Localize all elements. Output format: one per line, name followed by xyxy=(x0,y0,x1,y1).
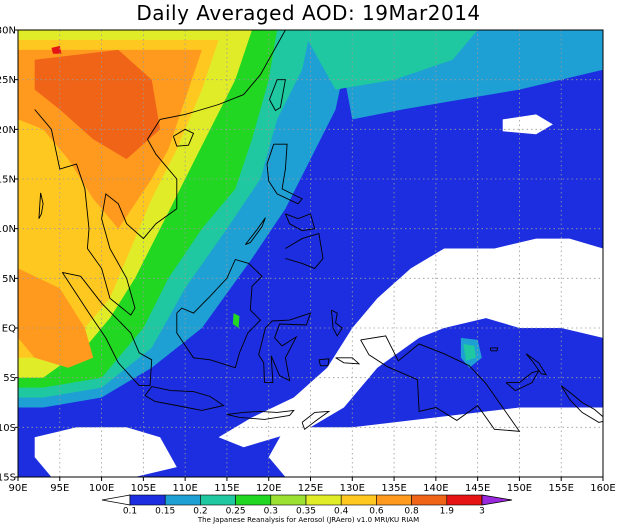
region-no-data-sw xyxy=(34,427,177,477)
coast-mainland xyxy=(34,30,286,316)
latitude-ticks: 30N 25N 20N 15N 10N 5N EQ 5S 10S 15S xyxy=(0,26,18,484)
map-title: Daily Averaged AOD: 19Mar2014 xyxy=(136,1,481,25)
colorbar-swatch xyxy=(270,494,307,506)
colorbar: 0.1 0.15 0.2 0.25 0.3 0.35 0.4 0.6 0.8 1.9 3 xyxy=(101,494,513,517)
lon-tick-label: 95E xyxy=(50,483,69,494)
colorbar-label: 0.8 xyxy=(404,507,419,517)
lat-tick-label: EQ xyxy=(2,324,16,335)
coast-mindanao xyxy=(285,233,324,269)
colorbar-label: 0.3 xyxy=(264,507,278,517)
colorbar-swatch xyxy=(235,494,272,506)
lon-tick-label: 145E xyxy=(465,483,490,494)
coast-taiwan xyxy=(269,79,286,112)
coast-andaman xyxy=(38,192,44,219)
lat-tick-label: 15N xyxy=(0,175,16,186)
coastlines xyxy=(34,30,603,432)
lon-tick-label: 135E xyxy=(381,483,406,494)
coast-manus xyxy=(489,347,499,352)
coast-sumatra xyxy=(61,271,153,387)
aod-field xyxy=(18,30,603,477)
region-orange-sumatra xyxy=(18,268,94,368)
coast-luzon xyxy=(266,143,303,205)
lon-tick-label: 110E xyxy=(172,483,197,494)
colorbar-swatch xyxy=(376,494,412,506)
coast-buru xyxy=(318,358,330,367)
lon-tick-label: 155E xyxy=(549,483,574,494)
region-no-data-east xyxy=(218,238,603,448)
lat-tick-label: 20N xyxy=(0,125,16,136)
lon-tick-label: 150E xyxy=(507,483,532,494)
coast-hainan xyxy=(172,128,195,147)
coast-new-ireland xyxy=(525,353,548,376)
colorbar-label: 0.4 xyxy=(334,507,349,517)
lat-tick-label: 5N xyxy=(2,274,16,285)
lon-tick-label: 160E xyxy=(590,483,615,494)
colorbar-swatch xyxy=(305,494,342,506)
coast-borneo xyxy=(176,258,263,369)
lon-tick-label: 115E xyxy=(214,483,239,494)
colorbar-swatch xyxy=(164,494,201,506)
lon-tick-label: 105E xyxy=(131,483,156,494)
coast-new-guinea xyxy=(360,335,521,432)
colorbar-label: 0.1 xyxy=(123,507,137,517)
region-green-east-patch xyxy=(463,343,476,361)
region-red-spot xyxy=(51,45,62,54)
lat-tick-label: 10N xyxy=(0,224,16,235)
region-teal-ne xyxy=(302,30,478,90)
coast-timor xyxy=(301,410,331,431)
region-darkorange xyxy=(34,49,161,160)
colorbar-label: 0.35 xyxy=(296,507,316,517)
lon-tick-label: 130E xyxy=(340,483,365,494)
lat-tick-label: 5S xyxy=(3,373,16,384)
colorbar-label: 1.9 xyxy=(440,507,455,517)
coast-palawan xyxy=(244,217,266,246)
colorbar-swatch xyxy=(446,494,483,506)
colorbar-label: 0.25 xyxy=(226,507,246,517)
lon-tick-label: 125E xyxy=(298,483,323,494)
lon-tick-label: 90E xyxy=(8,483,27,494)
colorbar-high-arrow xyxy=(481,494,513,506)
region-no-data-south xyxy=(268,407,603,477)
coast-visayas xyxy=(284,213,316,232)
coast-nusa-tenggara xyxy=(226,409,295,420)
graticule xyxy=(18,30,603,477)
longitude-ticks: 90E 95E 100E 105E 110E 115E 120E 125E 130E 135E 14… xyxy=(8,477,616,494)
colorbar-label: 0.6 xyxy=(369,507,384,517)
colorbar-label: 0.2 xyxy=(193,507,207,517)
lat-tick-label: 30N xyxy=(0,26,16,37)
colorbar-swatch xyxy=(200,494,236,506)
region-green-sulawesi xyxy=(232,313,240,328)
colorbar-low-arrow xyxy=(101,494,131,506)
colorbar-label: 3 xyxy=(479,507,485,517)
colorbar-swatch xyxy=(340,494,377,506)
coast-solomons xyxy=(560,385,603,423)
coast-sulawesi xyxy=(258,312,312,384)
lon-tick-label: 140E xyxy=(423,483,448,494)
lat-tick-label: 25N xyxy=(0,75,16,86)
lon-tick-label: 100E xyxy=(89,483,114,494)
colorbar-swatch xyxy=(411,494,448,506)
credit-line: The Japanese Reanalysis for Aerosol (JRA… xyxy=(197,516,420,524)
coast-seram xyxy=(335,357,361,365)
colorbar-swatch xyxy=(129,494,166,506)
coast-halmahera xyxy=(330,309,343,337)
lat-tick-label: 15S xyxy=(0,473,16,484)
coast-java xyxy=(144,386,225,411)
colorbar-label: 0.15 xyxy=(155,507,175,517)
lon-tick-label: 120E xyxy=(256,483,281,494)
lat-tick-label: 10S xyxy=(0,423,16,434)
